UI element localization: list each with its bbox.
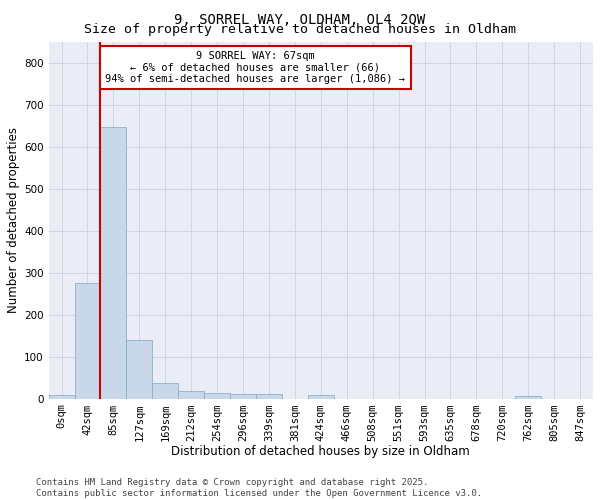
Bar [256, 394, 282, 398]
Bar [127, 340, 152, 398]
X-axis label: Distribution of detached houses by size in Oldham: Distribution of detached houses by size … [172, 445, 470, 458]
Bar [515, 396, 541, 398]
Bar [308, 395, 334, 398]
Text: 9 SORREL WAY: 67sqm
← 6% of detached houses are smaller (66)
94% of semi-detache: 9 SORREL WAY: 67sqm ← 6% of detached hou… [106, 51, 406, 84]
Bar [230, 394, 256, 398]
Bar [49, 395, 74, 398]
Bar [152, 382, 178, 398]
Text: 9, SORREL WAY, OLDHAM, OL4 2QW: 9, SORREL WAY, OLDHAM, OL4 2QW [175, 12, 425, 26]
Y-axis label: Number of detached properties: Number of detached properties [7, 127, 20, 313]
Bar [204, 394, 230, 398]
Text: Size of property relative to detached houses in Oldham: Size of property relative to detached ho… [84, 22, 516, 36]
Text: Contains HM Land Registry data © Crown copyright and database right 2025.
Contai: Contains HM Land Registry data © Crown c… [36, 478, 482, 498]
Bar [178, 391, 204, 398]
Bar [74, 283, 100, 399]
Bar [100, 126, 127, 398]
